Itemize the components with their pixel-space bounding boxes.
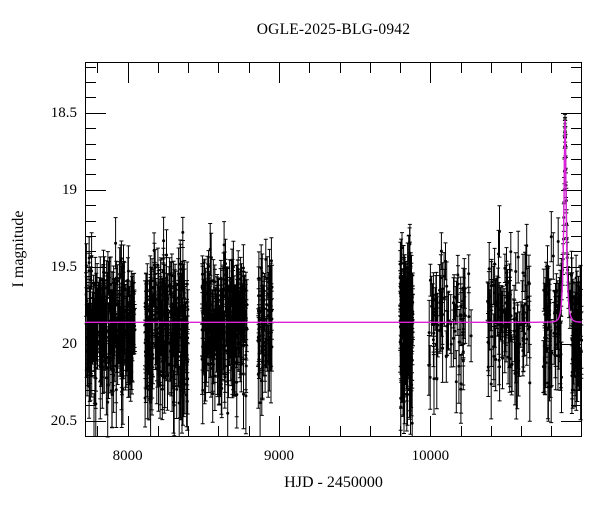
chart-title: OGLE-2025-BLG-0942 (256, 21, 411, 38)
y-tick-label: 20 (62, 335, 77, 352)
x-axis-label: HJD - 2450000 (284, 474, 383, 491)
y-tick-label: 20.5 (50, 412, 77, 429)
x-tick-label: 9000 (264, 448, 295, 464)
y-tick-label: 18.5 (50, 104, 77, 121)
y-tick-label: 19.5 (50, 258, 77, 275)
y-tick-label: 19 (62, 181, 77, 198)
data-points (84, 113, 584, 438)
x-tick-label: 10000 (411, 448, 450, 464)
model-curve (85, 119, 582, 323)
x-tick-label: 8000 (112, 448, 143, 464)
